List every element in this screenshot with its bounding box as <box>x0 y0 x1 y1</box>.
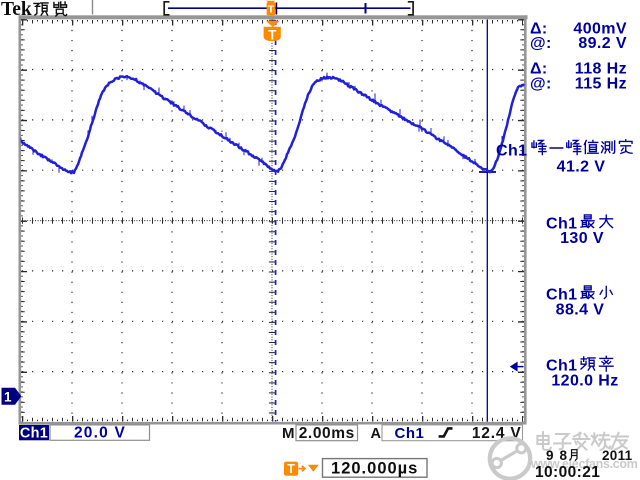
svg-text:www.elecfans.com: www.elecfans.com <box>530 457 638 471</box>
svg-text:1: 1 <box>4 390 12 405</box>
svg-text:120.0 Hz: 120.0 Hz <box>551 373 618 390</box>
svg-text:Ch1: Ch1 <box>20 426 48 442</box>
svg-text:2.00ms: 2.00ms <box>299 425 355 442</box>
svg-text:Tek: Tek <box>1 0 32 20</box>
svg-text:118 Hz: 118 Hz <box>575 61 627 78</box>
svg-text:Ch1: Ch1 <box>546 287 577 304</box>
svg-text:Δ:: Δ: <box>530 61 548 78</box>
svg-text:@:: @: <box>530 76 552 93</box>
svg-text:89.2 V: 89.2 V <box>578 35 627 52</box>
svg-text:M: M <box>282 425 295 442</box>
svg-text:Δ:: Δ: <box>530 21 548 38</box>
svg-text:115 Hz: 115 Hz <box>575 76 627 93</box>
svg-text:8: 8 <box>560 448 568 463</box>
svg-text:9: 9 <box>546 448 554 463</box>
svg-text:88.4 V: 88.4 V <box>556 302 605 319</box>
svg-text:Ch1: Ch1 <box>395 425 425 442</box>
svg-text:41.2 V: 41.2 V <box>557 159 606 176</box>
svg-text:2011: 2011 <box>602 448 633 463</box>
svg-text:Ch1: Ch1 <box>546 216 577 233</box>
svg-text:130 V: 130 V <box>560 230 604 247</box>
svg-text:@:: @: <box>530 35 552 52</box>
svg-text:T: T <box>268 27 277 42</box>
svg-text:A: A <box>371 426 382 442</box>
svg-text:10:00:21: 10:00:21 <box>535 464 600 480</box>
svg-text:T: T <box>287 462 295 476</box>
svg-text:20.0 V: 20.0 V <box>74 425 126 442</box>
svg-text:Ch1: Ch1 <box>496 143 527 160</box>
svg-text:T: T <box>268 4 275 16</box>
svg-text:Ch1: Ch1 <box>546 358 577 375</box>
svg-text:400mV: 400mV <box>573 21 627 38</box>
svg-text:120.000µs: 120.000µs <box>331 460 418 478</box>
